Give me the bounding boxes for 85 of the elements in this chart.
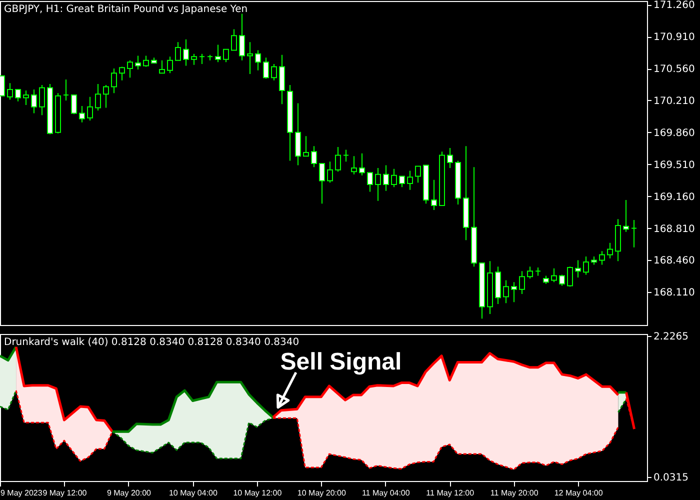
candlestick — [23, 90, 29, 106]
x-tick-label: 11 May 20:00 — [490, 488, 539, 498]
candlestick — [7, 82, 13, 100]
candlestick — [359, 152, 365, 176]
chart-title: GBPJPY, H1: Great Britain Pound vs Japanese Yen — [4, 4, 248, 15]
candlestick — [39, 84, 45, 116]
candlestick — [199, 53, 205, 64]
candlestick — [263, 57, 269, 80]
candlestick — [311, 146, 317, 168]
candlestick — [503, 280, 509, 304]
candlestick — [631, 220, 637, 248]
x-tick-label: 9 May 12:00 — [42, 488, 88, 498]
candlestick — [127, 60, 133, 78]
y-tick-label: 0.0315 — [654, 472, 688, 484]
candlestick — [191, 53, 197, 66]
candlestick — [431, 179, 437, 211]
candlestick — [551, 268, 557, 283]
candlestick — [583, 256, 589, 276]
candlestick — [135, 55, 141, 70]
y-tick-label: 2.2265 — [654, 332, 688, 343]
candlestick — [335, 146, 341, 172]
y-tick-label: 171.260 — [654, 0, 695, 12]
candlestick — [343, 149, 349, 162]
candlestick — [15, 89, 21, 102]
x-tick-label: 10 May 20:00 — [297, 488, 346, 498]
candlestick — [247, 42, 253, 75]
candlestick — [255, 50, 261, 71]
candlestick — [159, 60, 165, 74]
x-tick-label: 11 May 04:00 — [362, 488, 410, 498]
y-tick-label: 170.910 — [654, 32, 695, 44]
candlestick — [383, 164, 389, 192]
candlestick — [103, 84, 109, 108]
candlestick — [519, 270, 525, 294]
y-tick-label: 170.560 — [654, 64, 695, 76]
candlestick — [231, 28, 237, 51]
chart-title: Drunkard's walk (40) 0.8128 0.8340 0.8128 0.8340 0.8340 — [4, 337, 300, 348]
x-tick-label: 11 May 12:00 — [426, 488, 475, 498]
candlestick — [575, 260, 581, 278]
candlestick — [415, 166, 421, 184]
candlestick — [407, 170, 413, 190]
candlestick — [599, 250, 605, 266]
candlestick — [175, 42, 181, 61]
candlestick — [399, 176, 405, 188]
candlestick — [119, 66, 125, 81]
y-tick-label: 170.210 — [654, 96, 695, 107]
candlestick — [79, 105, 85, 123]
y-tick-label: 169.510 — [654, 160, 695, 171]
candlestick — [447, 147, 453, 169]
y-tick-label: 169.860 — [654, 128, 695, 139]
x-tick-label: 9 May 20:00 — [106, 488, 152, 498]
candlestick — [215, 44, 221, 63]
x-tick-label: 10 May 04:00 — [168, 488, 218, 498]
candlestick — [111, 68, 117, 94]
candlestick — [271, 63, 277, 81]
candlestick — [327, 161, 333, 184]
candlestick — [351, 156, 357, 175]
candlestick — [295, 102, 301, 166]
candlestick — [527, 266, 533, 279]
candlestick — [167, 56, 173, 74]
candlestick — [279, 54, 285, 105]
candlestick — [567, 266, 573, 288]
candlestick — [391, 168, 397, 188]
x-tick-label: 12 May 04:00 — [554, 488, 604, 498]
candlestick — [303, 136, 309, 157]
candlestick — [239, 13, 245, 61]
y-tick-label: 169.160 — [654, 192, 695, 203]
x-tick-label: 10 May 12:00 — [233, 488, 282, 498]
candlestick — [511, 282, 517, 303]
candlestick — [223, 48, 229, 63]
y-tick-label: 168.460 — [654, 256, 695, 267]
annotation: Sell Signal — [280, 348, 402, 376]
y-tick-label: 168.810 — [654, 224, 695, 235]
candlestick — [87, 96, 93, 122]
candlestick — [623, 199, 629, 232]
candlestick — [367, 172, 373, 192]
candlestick — [183, 38, 189, 66]
candlestick — [31, 89, 37, 114]
candlestick — [607, 242, 613, 259]
candlestick — [63, 78, 69, 101]
candlestick — [319, 162, 325, 204]
x-tick-label: 9 May 2023 — [0, 488, 43, 498]
candlestick — [71, 94, 77, 115]
candlestick — [375, 168, 381, 202]
y-tick-label: 168.110 — [654, 288, 695, 299]
candlestick — [95, 84, 101, 112]
